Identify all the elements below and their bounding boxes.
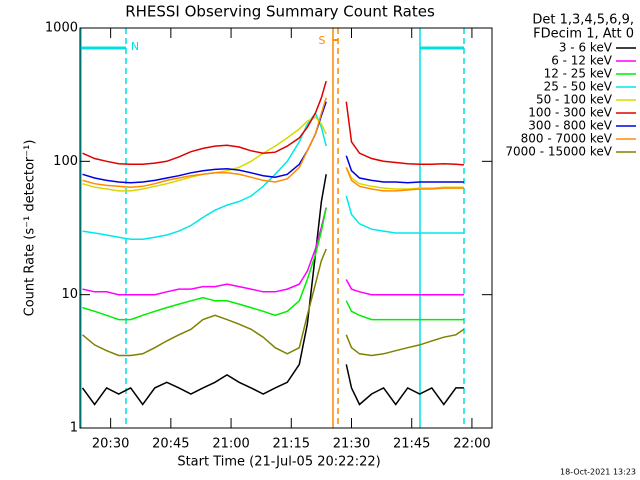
series-line: [82, 207, 464, 296]
markers: [80, 28, 465, 428]
series-line: [82, 248, 465, 357]
chart-title: RHESSI Observing Summary Count Rates: [125, 3, 435, 21]
legend-label: 25 - 50 keV: [544, 80, 613, 94]
x-tick-label: 21:15: [273, 437, 310, 452]
plot-frame: [79, 27, 493, 429]
legend-label: 12 - 25 keV: [544, 67, 613, 81]
series-line: [82, 80, 464, 166]
legend-header: Det 1,3,4,5,6,9,: [532, 13, 634, 28]
x-axis-label: Start Time (21-Jul-05 20:22:22): [177, 455, 380, 470]
x-tick-label: 21:30: [333, 437, 370, 452]
series-line: [82, 101, 464, 184]
series-line: [82, 97, 464, 192]
x-tick-label: 22:00: [453, 437, 490, 452]
date-stamp: 18-Oct-2021 13:23: [560, 468, 636, 477]
legend-header: FDecim 1, Att 0: [533, 27, 634, 42]
y-axis-label: Count Rate (s⁻¹ detector⁻¹): [23, 140, 38, 317]
annotation: S: [319, 34, 326, 47]
x-tick-label: 21:00: [212, 437, 249, 452]
legend-label: 3 - 6 keV: [559, 41, 613, 55]
legend-label: 300 - 800 keV: [528, 119, 612, 133]
legend-label: 800 - 7000 keV: [521, 132, 613, 146]
legend-label: 7000 - 15000 keV: [505, 145, 612, 159]
series-line: [82, 111, 464, 241]
y-tick-label: 100: [53, 154, 78, 169]
legend-label: 100 - 300 keV: [528, 106, 612, 120]
y-tick-label: 1000: [45, 21, 78, 36]
y-tick-label: 10: [61, 287, 78, 302]
x-tick-label: 20:30: [92, 437, 129, 452]
series-line: [82, 207, 464, 321]
x-tick-label: 20:45: [152, 437, 189, 452]
annotation: N: [131, 40, 139, 53]
legend-label: 50 - 100 keV: [536, 93, 613, 107]
series-line: [81, 174, 464, 406]
y-tick-label: 1: [70, 421, 78, 436]
legend-label: 6 - 12 keV: [551, 54, 613, 68]
x-tick-label: 21:45: [393, 437, 430, 452]
